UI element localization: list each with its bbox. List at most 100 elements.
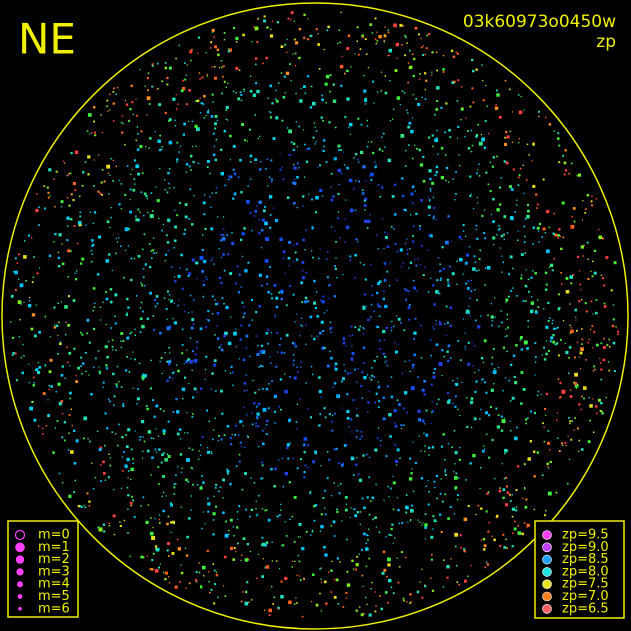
star-dot	[580, 245, 584, 249]
star-dot	[556, 342, 559, 345]
star-dot	[116, 87, 118, 89]
star-dot	[144, 85, 146, 87]
star-dot	[387, 158, 392, 163]
star-dot	[441, 375, 443, 377]
star-dot	[496, 514, 499, 518]
star-dot	[167, 171, 170, 175]
star-dot	[402, 262, 404, 265]
star-dot	[421, 568, 423, 570]
star-dot	[244, 139, 246, 142]
star-dot	[547, 430, 550, 432]
star-dot	[219, 486, 222, 489]
star-dot	[150, 474, 152, 476]
star-dot	[461, 381, 463, 383]
star-dot	[91, 253, 93, 255]
star-dot	[415, 264, 418, 267]
star-dot	[174, 209, 176, 211]
star-dot	[156, 199, 160, 203]
star-dot	[256, 353, 260, 356]
star-dot	[167, 455, 171, 458]
star-dot	[432, 145, 434, 148]
star-dot	[384, 236, 388, 239]
star-dot	[348, 126, 350, 129]
star-dot	[161, 80, 163, 83]
star-dot	[466, 425, 469, 428]
star-dot	[455, 565, 458, 567]
star-dot	[147, 89, 149, 92]
star-dot	[385, 536, 387, 538]
star-dot	[114, 315, 116, 318]
star-dot	[172, 372, 175, 375]
star-dot	[258, 446, 260, 448]
star-dot	[440, 445, 443, 448]
star-dot	[553, 327, 556, 330]
star-dot	[126, 486, 129, 489]
star-dot	[196, 347, 198, 349]
star-dot	[222, 511, 225, 514]
star-dot	[243, 306, 245, 308]
star-dot	[370, 316, 372, 318]
star-dot	[282, 257, 285, 260]
star-dot	[191, 369, 193, 371]
star-dot	[453, 80, 456, 83]
star-dot	[550, 336, 554, 340]
star-dot	[509, 255, 513, 259]
star-dot	[311, 101, 316, 106]
star-dot	[296, 207, 298, 209]
star-dot	[129, 210, 132, 214]
star-dot	[245, 374, 247, 376]
star-dot	[359, 48, 362, 50]
star-dot	[37, 361, 39, 364]
star-dot	[482, 79, 484, 82]
star-dot	[303, 471, 306, 474]
star-dot	[508, 379, 510, 382]
star-dot	[106, 164, 111, 169]
star-dot	[397, 581, 400, 584]
star-dot	[287, 457, 290, 460]
star-dot	[280, 580, 283, 583]
star-dot	[99, 306, 102, 308]
star-dot	[298, 335, 301, 337]
star-dot	[293, 342, 296, 345]
star-dot	[428, 454, 430, 456]
star-dot	[480, 408, 482, 411]
star-dot	[176, 141, 179, 144]
star-dot	[292, 148, 295, 151]
star-dot	[242, 316, 245, 318]
star-dot	[279, 378, 283, 381]
star-dot	[228, 48, 230, 50]
star-dot	[126, 465, 128, 468]
star-dot	[545, 116, 547, 119]
star-dot	[309, 106, 313, 109]
star-dot	[384, 26, 386, 28]
star-dot	[608, 346, 611, 348]
star-dot	[178, 44, 180, 47]
star-dot	[430, 422, 432, 424]
star-dot	[356, 511, 359, 514]
star-dot	[132, 188, 136, 192]
star-dot	[292, 53, 294, 55]
star-dot	[503, 160, 506, 163]
star-dot	[255, 335, 258, 337]
star-dot	[517, 525, 520, 527]
star-dot	[249, 212, 252, 214]
star-dot	[179, 267, 181, 269]
star-dot	[102, 523, 106, 526]
star-dot	[176, 161, 178, 163]
star-dot	[320, 513, 323, 516]
star-dot	[490, 213, 493, 216]
star-dot	[502, 533, 505, 536]
star-dot	[238, 460, 241, 463]
star-dot	[128, 371, 131, 373]
star-dot	[142, 379, 144, 381]
star-dot	[222, 478, 225, 482]
star-dot	[373, 102, 375, 104]
star-dot	[578, 450, 580, 452]
star-dot	[363, 376, 367, 380]
star-dot	[64, 333, 67, 336]
star-dot	[202, 259, 207, 264]
star-dot	[102, 301, 104, 303]
star-dot	[330, 172, 333, 175]
star-dot	[382, 132, 385, 135]
star-dot	[285, 71, 290, 75]
